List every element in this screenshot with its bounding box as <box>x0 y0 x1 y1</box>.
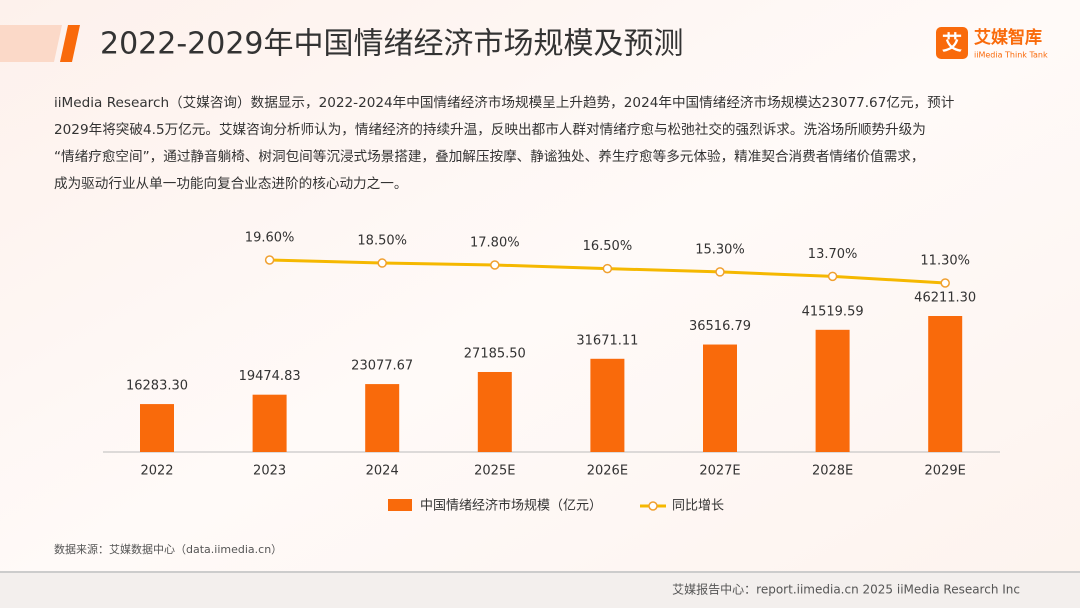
legend-label: 中国情绪经济市场规模（亿元） <box>420 498 602 514</box>
bar <box>365 384 400 452</box>
bar <box>815 329 850 452</box>
line-label: 13.70% <box>808 247 858 262</box>
line-marker <box>490 260 500 270</box>
bar-label: 41519.59 <box>802 304 864 319</box>
bar <box>477 371 512 452</box>
x-tick-label: 2029E <box>925 464 966 479</box>
deco <box>0 25 62 62</box>
description: “情绪疗愈空间”，通过静音躺椅、树洞包间等沉浸式场景搭建，叠加解压按摩、静谧独处… <box>54 148 925 165</box>
bar-label: 27185.50 <box>464 346 526 361</box>
x-tick-label: 2024 <box>366 464 399 479</box>
bar-label: 36516.79 <box>689 319 751 334</box>
bar <box>140 404 174 452</box>
line-label: 11.30% <box>920 253 970 268</box>
x-tick-label: 2026E <box>587 464 628 479</box>
footer-band <box>0 572 1080 608</box>
x-tick-label: 2023 <box>253 464 286 479</box>
bar <box>703 344 737 452</box>
line-marker <box>827 271 838 282</box>
bar-label: 46211.30 <box>914 291 976 306</box>
bar-label: 16283.30 <box>126 379 188 394</box>
line-label: 17.80% <box>470 235 520 250</box>
legend-label: 同比增长 <box>672 499 724 514</box>
bar <box>928 316 963 452</box>
x-tick-label: 2025E <box>474 464 515 479</box>
bar-label: 23077.67 <box>351 359 413 374</box>
line-marker <box>715 267 725 277</box>
bar <box>590 358 625 452</box>
line-marker <box>377 258 387 268</box>
legend-swatch <box>388 499 412 511</box>
line-label: 18.50% <box>357 234 407 249</box>
footer: 艾媒报告中心：report.iimedia.cn 2025 iiMedia Re… <box>672 582 1020 597</box>
logo-sub: iiMedia Think Tank <box>974 51 1048 60</box>
title: 2022-2029年中国情绪经济市场规模及预测 <box>100 27 684 62</box>
deco <box>60 25 80 62</box>
logo-box <box>936 27 968 59</box>
line-marker <box>940 278 950 288</box>
description: iiMedia Research（艾媒咨询）数据显示，2022-2024年中国情… <box>54 94 955 111</box>
legend-swatch <box>648 501 658 511</box>
line-label: 19.60% <box>245 231 295 246</box>
description: 2029年将突破4.5万亿元。艾媒咨询分析师认为，情绪经济的持续升温，反映出都市… <box>54 121 926 138</box>
logo-icon: 艾 <box>942 31 962 55</box>
description: 成为驱动行业从单一功能向复合业态进阶的核心动力之一。 <box>54 175 407 192</box>
bar-label: 31671.11 <box>576 333 638 348</box>
x-tick-label: 2027E <box>699 464 740 479</box>
x-tick-label: 2022 <box>140 464 173 479</box>
line-label: 16.50% <box>583 239 633 254</box>
line-marker <box>602 263 613 274</box>
line-label: 15.30% <box>695 242 745 257</box>
line-marker <box>264 255 275 265</box>
bar-label: 19474.83 <box>239 369 301 384</box>
bar <box>252 394 287 452</box>
x-tick-label: 2028E <box>812 464 853 479</box>
logo-name: 艾媒智库 <box>974 27 1042 48</box>
source: 数据来源：艾媒数据中心（data.iimedia.cn） <box>54 542 282 556</box>
